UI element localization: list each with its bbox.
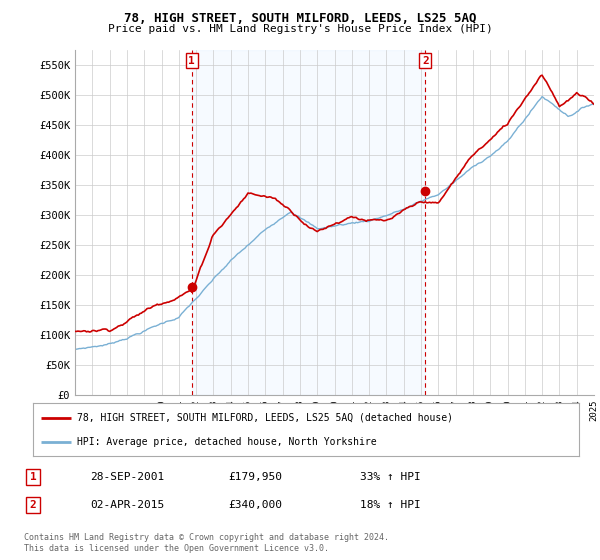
Text: 2: 2	[422, 55, 429, 66]
Bar	[192, 50, 425, 395]
Text: 1: 1	[29, 472, 37, 482]
Text: HPI: Average price, detached house, North Yorkshire: HPI: Average price, detached house, Nort…	[77, 437, 376, 447]
Text: £340,000: £340,000	[228, 500, 282, 510]
Text: £179,950: £179,950	[228, 472, 282, 482]
Text: 33% ↑ HPI: 33% ↑ HPI	[360, 472, 421, 482]
Text: 2: 2	[29, 500, 37, 510]
Text: 1: 1	[188, 55, 195, 66]
Text: 28-SEP-2001: 28-SEP-2001	[90, 472, 164, 482]
Text: 02-APR-2015: 02-APR-2015	[90, 500, 164, 510]
Text: 78, HIGH STREET, SOUTH MILFORD, LEEDS, LS25 5AQ: 78, HIGH STREET, SOUTH MILFORD, LEEDS, L…	[124, 12, 476, 25]
Text: 78, HIGH STREET, SOUTH MILFORD, LEEDS, LS25 5AQ (detached house): 78, HIGH STREET, SOUTH MILFORD, LEEDS, L…	[77, 413, 452, 423]
Text: Price paid vs. HM Land Registry's House Price Index (HPI): Price paid vs. HM Land Registry's House …	[107, 24, 493, 34]
Text: 18% ↑ HPI: 18% ↑ HPI	[360, 500, 421, 510]
Text: Contains HM Land Registry data © Crown copyright and database right 2024.
This d: Contains HM Land Registry data © Crown c…	[24, 533, 389, 553]
